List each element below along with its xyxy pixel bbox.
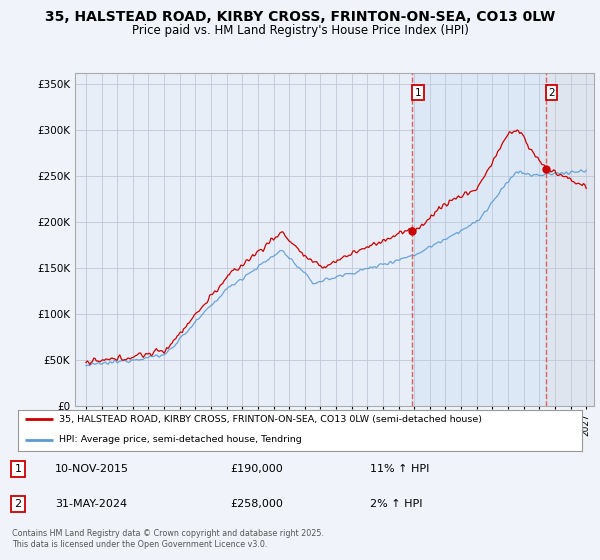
Text: Price paid vs. HM Land Registry's House Price Index (HPI): Price paid vs. HM Land Registry's House …	[131, 24, 469, 37]
Bar	[546, 73, 594, 406]
Text: £190,000: £190,000	[230, 464, 283, 474]
Text: 11% ↑ HPI: 11% ↑ HPI	[370, 464, 430, 474]
Text: 10-NOV-2015: 10-NOV-2015	[55, 464, 129, 474]
Text: 35, HALSTEAD ROAD, KIRBY CROSS, FRINTON-ON-SEA, CO13 0LW: 35, HALSTEAD ROAD, KIRBY CROSS, FRINTON-…	[45, 10, 555, 24]
Text: 35, HALSTEAD ROAD, KIRBY CROSS, FRINTON-ON-SEA, CO13 0LW (semi-detached house): 35, HALSTEAD ROAD, KIRBY CROSS, FRINTON-…	[59, 415, 482, 424]
Text: 2: 2	[14, 499, 22, 509]
Text: 2% ↑ HPI: 2% ↑ HPI	[370, 499, 422, 509]
Bar	[412, 73, 546, 406]
Text: Contains HM Land Registry data © Crown copyright and database right 2025.
This d: Contains HM Land Registry data © Crown c…	[12, 529, 324, 549]
Text: HPI: Average price, semi-detached house, Tendring: HPI: Average price, semi-detached house,…	[59, 435, 301, 444]
Text: 31-MAY-2024: 31-MAY-2024	[55, 499, 127, 509]
Bar	[546, 73, 594, 406]
Text: £258,000: £258,000	[230, 499, 283, 509]
Text: 1: 1	[415, 87, 421, 97]
Text: 1: 1	[14, 464, 22, 474]
Text: 2: 2	[548, 87, 555, 97]
